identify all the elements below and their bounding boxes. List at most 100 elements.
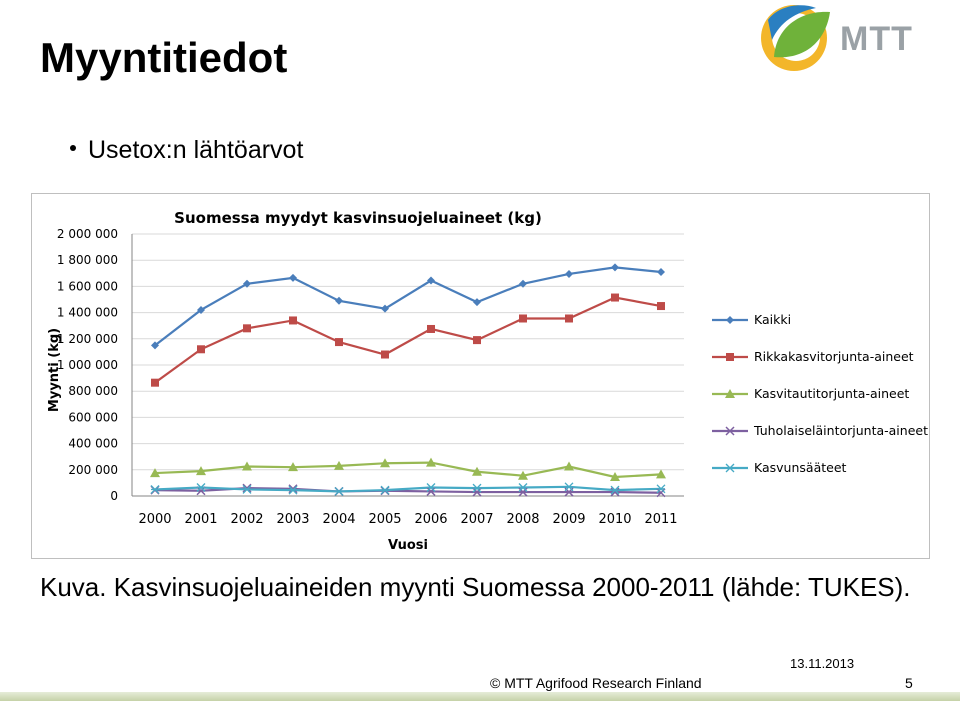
y-tick-label: 1 000 000 — [57, 358, 118, 372]
data-point-x-stroke — [242, 483, 252, 493]
data-point-square — [335, 338, 343, 347]
data-point-diamond — [289, 273, 297, 282]
data-point-x-stroke — [725, 426, 735, 436]
y-axis-label: Myynti (kg) — [47, 328, 62, 412]
data-point-triangle — [242, 461, 252, 471]
y-tick-label: 1 600 000 — [57, 279, 118, 293]
data-point-x — [472, 487, 482, 497]
line-chart: Suomessa myydyt kasvinsuojeluaineet (kg)… — [47, 209, 928, 553]
data-point-x-stroke — [610, 487, 620, 497]
data-point-diamond — [335, 296, 343, 305]
data-point-diamond — [151, 341, 159, 350]
x-tick-label: 2011 — [644, 512, 677, 527]
data-point-triangle — [610, 472, 620, 482]
x-tick-label: 2004 — [322, 512, 355, 527]
data-point-star — [242, 484, 252, 494]
data-point-square — [427, 324, 435, 333]
data-point-square — [611, 293, 619, 302]
data-point-star — [334, 486, 344, 496]
data-point-star — [656, 484, 666, 494]
data-point-square — [565, 314, 573, 323]
data-point-triangle — [725, 389, 735, 398]
data-point-square — [151, 378, 159, 387]
data-point-square — [289, 316, 297, 325]
data-point-diamond — [657, 267, 665, 276]
series-line-5 — [154, 485, 662, 493]
series-line-1 — [154, 266, 662, 347]
data-point-triangle — [380, 458, 390, 468]
data-point-star — [518, 483, 528, 492]
legend-label: Tuholaiseläintorjunta-aineet — [753, 423, 928, 438]
data-point-square — [197, 345, 205, 354]
data-point-triangle — [196, 466, 206, 476]
data-point-x — [656, 488, 666, 498]
data-point-diamond — [197, 305, 205, 314]
data-point-x-stroke — [288, 484, 298, 494]
page-number: 5 — [905, 675, 913, 691]
data-point-x — [610, 487, 620, 497]
x-tick-label: 2001 — [184, 512, 217, 527]
footer-copyright: © MTT Agrifood Research Finland — [490, 675, 702, 691]
data-point-star — [380, 485, 390, 495]
logo-leaf-blue — [768, 5, 816, 41]
data-point-triangle — [656, 469, 666, 479]
x-tick-label: 2005 — [368, 512, 401, 527]
legend-label: Rikkakasvitorjunta-aineet — [754, 349, 914, 364]
data-point-triangle — [472, 466, 482, 476]
data-point-diamond — [565, 269, 573, 278]
x-tick-label: 2003 — [276, 512, 309, 527]
data-point-square — [657, 302, 665, 311]
x-axis-label: Vuosi — [388, 538, 428, 553]
x-tick-label: 2007 — [460, 512, 493, 527]
legend-label: Kaikki — [754, 312, 791, 327]
x-tick-label: 2000 — [138, 512, 171, 527]
y-tick-label: 200 000 — [68, 463, 118, 477]
logo-text: MTT — [840, 20, 913, 58]
y-tick-label: 2 000 000 — [57, 227, 118, 241]
data-point-square — [381, 350, 389, 359]
data-point-square — [473, 336, 481, 345]
x-tick-label: 2002 — [230, 512, 263, 527]
footer-date: 13.11.2013 — [790, 656, 855, 671]
data-point-diamond — [243, 279, 251, 288]
x-tick-label: 2008 — [506, 512, 539, 527]
data-point-diamond — [427, 276, 435, 285]
y-tick-label: 800 000 — [68, 384, 118, 398]
y-tick-label: 600 000 — [68, 410, 118, 424]
data-point-diamond — [381, 304, 389, 313]
bullet-item: Usetox:n lähtöarvot — [70, 136, 303, 165]
data-point-x — [288, 484, 298, 494]
y-tick-label: 1 200 000 — [57, 332, 118, 346]
data-point-x-stroke — [472, 487, 482, 497]
data-point-star — [426, 483, 436, 492]
bullet-dot — [70, 145, 76, 152]
chart-frame: Suomessa myydyt kasvinsuojeluaineet (kg)… — [31, 193, 930, 559]
data-point-triangle — [564, 461, 574, 471]
data-point-diamond — [519, 279, 527, 288]
data-point-triangle — [334, 460, 344, 470]
mtt-logo: MTT — [756, 2, 936, 74]
data-point-x-stroke — [426, 486, 436, 496]
data-point-diamond — [473, 298, 481, 307]
data-point-square — [243, 324, 251, 333]
x-tick-label: 2009 — [552, 512, 585, 527]
data-point-x — [426, 486, 436, 496]
data-point-triangle — [150, 468, 160, 478]
y-tick-label: 1 400 000 — [57, 306, 118, 320]
data-point-x-stroke — [656, 488, 666, 498]
slide-title: Myyntitiedot — [40, 34, 288, 81]
data-point-triangle — [426, 457, 436, 467]
legend-label: Kasvunsääteet — [754, 460, 847, 475]
figure-caption: Kuva. Kasvinsuojeluaineiden myynti Suome… — [40, 572, 911, 602]
data-point-star — [288, 485, 298, 495]
data-point-star — [150, 484, 160, 494]
data-point-x — [725, 426, 735, 436]
data-point-triangle — [288, 462, 298, 472]
data-point-square — [726, 353, 734, 361]
data-point-star — [196, 483, 206, 492]
y-tick-label: 1 800 000 — [57, 253, 118, 267]
data-point-star — [472, 483, 482, 493]
data-point-star — [610, 485, 620, 495]
data-point-triangle — [518, 470, 528, 480]
y-tick-label: 400 000 — [68, 437, 118, 451]
